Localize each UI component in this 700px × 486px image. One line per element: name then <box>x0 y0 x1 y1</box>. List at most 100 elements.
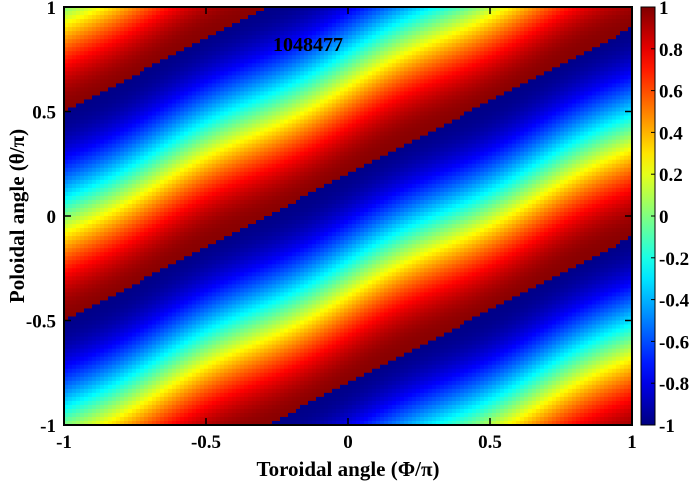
heatmap-cell <box>236 99 241 105</box>
heatmap-cell <box>100 103 105 109</box>
heatmap-cell <box>192 167 197 173</box>
heatmap-cell <box>112 340 117 346</box>
heatmap-cell <box>124 159 129 165</box>
heatmap-cell <box>236 304 241 310</box>
heatmap-cell <box>80 336 85 342</box>
heatmap-cell <box>112 288 117 293</box>
heatmap-cell <box>168 236 173 241</box>
heatmap-cell <box>124 264 129 269</box>
heatmap-cell <box>116 123 121 129</box>
heatmap-cell <box>180 87 185 92</box>
heatmap-cell <box>184 408 189 414</box>
heatmap-cell <box>236 368 241 374</box>
heatmap-cell <box>240 127 245 133</box>
heatmap-cell <box>140 268 145 273</box>
heatmap-cell <box>104 416 109 422</box>
heatmap-cell <box>196 171 201 177</box>
heatmap-cell <box>116 87 121 92</box>
heatmap-cell <box>168 115 173 121</box>
heatmap-cell <box>92 15 97 20</box>
heatmap-cell <box>152 364 157 370</box>
heatmap-cell <box>168 312 173 318</box>
heatmap-cell <box>152 232 157 237</box>
heatmap-cell <box>64 67 69 72</box>
heatmap-cell <box>84 111 89 117</box>
heatmap-cell <box>100 312 105 318</box>
heatmap-cell <box>172 364 177 370</box>
heatmap-cell <box>172 147 177 153</box>
heatmap-cell <box>228 59 233 64</box>
heatmap-cell <box>112 211 117 217</box>
heatmap-cell <box>196 47 201 52</box>
heatmap-cell <box>184 364 189 370</box>
heatmap-cell <box>76 292 81 297</box>
heatmap-cell <box>152 111 157 117</box>
heatmap-cell <box>100 171 105 177</box>
heatmap-cell <box>188 356 193 362</box>
heatmap-cell <box>124 400 129 406</box>
heatmap-cell <box>88 135 93 141</box>
heatmap-cell <box>160 408 165 414</box>
heatmap-cell <box>248 39 253 44</box>
heatmap-cell <box>156 103 161 109</box>
heatmap-cell <box>240 59 245 64</box>
heatmap-cell <box>184 163 189 169</box>
heatmap-cell <box>196 236 201 241</box>
heatmap-cell <box>252 131 257 137</box>
heatmap-cell <box>208 356 213 362</box>
heatmap-cell <box>220 135 225 141</box>
heatmap-cell <box>164 224 169 229</box>
heatmap-cell <box>220 27 225 32</box>
heatmap-cell <box>104 139 109 145</box>
heatmap-cell <box>224 67 229 72</box>
heatmap-cell <box>68 147 73 153</box>
heatmap-cell <box>240 111 245 117</box>
heatmap-cell <box>216 260 221 265</box>
heatmap-cell <box>228 19 233 24</box>
heatmap-cell <box>180 207 185 213</box>
heatmap-cell <box>140 183 145 189</box>
heatmap-cell <box>76 324 81 330</box>
heatmap-cell <box>172 320 177 326</box>
heatmap-cell <box>180 228 185 233</box>
heatmap-cell <box>96 139 101 145</box>
heatmap-cell <box>244 216 249 221</box>
heatmap-cell <box>72 348 77 354</box>
heatmap-cell <box>84 384 89 390</box>
heatmap-cell <box>124 332 129 338</box>
heatmap-cell <box>80 244 85 249</box>
heatmap-cell <box>200 163 205 169</box>
heatmap-cell <box>124 256 129 261</box>
heatmap-cell <box>224 336 229 342</box>
heatmap-cell <box>84 276 89 281</box>
heatmap-cell <box>68 39 73 44</box>
heatmap-cell <box>144 211 149 217</box>
heatmap-cell <box>64 420 69 425</box>
heatmap-cell <box>144 340 149 346</box>
heatmap-cell <box>204 79 209 84</box>
heatmap-cell <box>248 244 253 249</box>
heatmap-cell <box>104 55 109 60</box>
heatmap-cell <box>140 360 145 366</box>
heatmap-cell <box>220 360 225 366</box>
heatmap-cell <box>220 408 225 414</box>
heatmap-cell <box>156 163 161 169</box>
heatmap-cell <box>88 308 93 314</box>
heatmap-cell <box>148 388 153 394</box>
heatmap-cell <box>128 59 133 64</box>
heatmap-cell <box>148 404 153 410</box>
heatmap-cell <box>124 248 129 253</box>
heatmap-cell <box>228 115 233 121</box>
heatmap-cell <box>228 216 233 221</box>
heatmap-cell <box>196 43 201 48</box>
heatmap-cell <box>92 51 97 56</box>
heatmap-cell <box>232 79 237 84</box>
heatmap-cell <box>192 264 197 269</box>
heatmap-cell <box>148 324 153 330</box>
heatmap-cell <box>240 348 245 354</box>
heatmap-cell <box>104 27 109 32</box>
heatmap-cell <box>108 360 113 366</box>
heatmap-cell <box>236 51 241 56</box>
heatmap-cell <box>164 396 169 402</box>
heatmap-cell <box>180 380 185 386</box>
